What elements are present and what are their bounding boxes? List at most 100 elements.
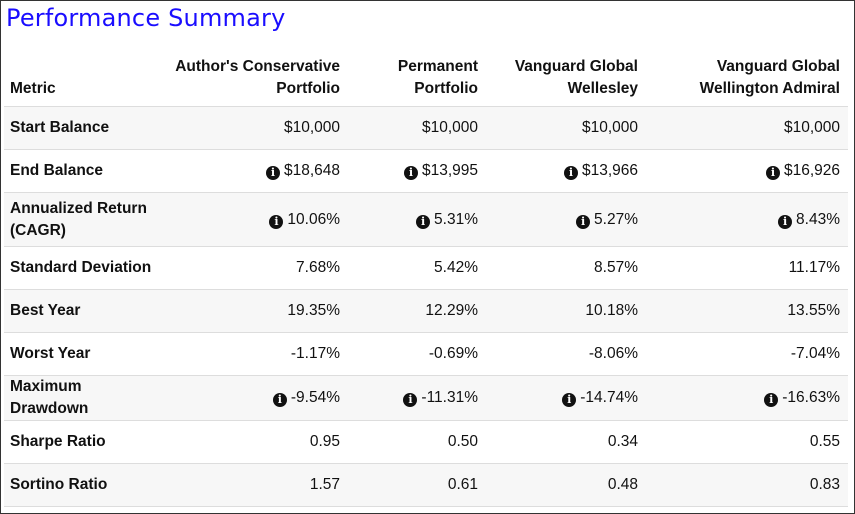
value-text: 5.42% bbox=[434, 259, 478, 276]
metric-value: 0.34 bbox=[486, 420, 646, 464]
metric-value: $10,000 bbox=[486, 106, 646, 150]
value-text: 0.48 bbox=[607, 476, 638, 493]
header-row: Metric Author's Conservative Portfolio P… bbox=[4, 50, 848, 107]
value-text: 11.17% bbox=[788, 259, 840, 276]
column-header-portfolio: Permanent Portfolio bbox=[348, 50, 486, 107]
metric-value: -1.17% bbox=[168, 332, 348, 376]
info-icon[interactable]: i bbox=[416, 214, 431, 229]
table-row: Sortino Ratio 1.57 0.61 0.48 0.83 bbox=[4, 463, 848, 507]
metric-value: i -16.63% bbox=[646, 375, 848, 421]
table-row: Sharpe Ratio 0.95 0.50 0.34 0.55 bbox=[4, 420, 848, 464]
metric-value: 0.55 bbox=[646, 420, 848, 464]
info-icon[interactable]: i bbox=[272, 393, 287, 407]
metric-value: i -9.54% bbox=[168, 375, 348, 421]
value-text: 0.55 bbox=[809, 433, 840, 450]
value-text: 5.27% bbox=[594, 210, 638, 228]
value-text: 0.50 bbox=[447, 433, 478, 450]
metric-value: 19.35% bbox=[168, 289, 348, 333]
value-text: 8.57% bbox=[594, 259, 638, 276]
value-text: 1.57 bbox=[309, 476, 340, 493]
value-text: $10,000 bbox=[283, 119, 340, 136]
metric-value: 11.17% bbox=[646, 246, 848, 290]
metric-value: 0.95 bbox=[168, 420, 348, 464]
value-text: 13.55% bbox=[787, 302, 840, 319]
table-row: Maximum Drawdown i -9.54% i -11.31% i -14.74% i… bbox=[4, 375, 848, 421]
column-header-portfolio: Vanguard Global Wellington Admiral bbox=[646, 50, 848, 107]
value-text: $13,966 bbox=[581, 162, 638, 179]
table-row: Best Year 19.35% 12.29% 10.18% 13.55% bbox=[4, 289, 848, 333]
value-text: 0.83 bbox=[809, 476, 840, 493]
value-text: 10.06% bbox=[287, 210, 340, 228]
metric-value: 13.55% bbox=[646, 289, 848, 333]
metric-value: 8.57% bbox=[486, 246, 646, 290]
table-row: Standard Deviation 7.68% 5.42% 8.57% 11.17% bbox=[4, 246, 848, 290]
value-text: 8.43% bbox=[796, 210, 840, 228]
value-text: $10,000 bbox=[581, 119, 638, 136]
metric-value: i 10.06% bbox=[168, 192, 348, 247]
value-text: -14.74% bbox=[580, 389, 638, 406]
metric-value: 0.50 bbox=[348, 420, 486, 464]
info-icon[interactable]: i bbox=[403, 393, 418, 407]
info-icon[interactable]: i bbox=[576, 214, 591, 229]
metric-label: Annualized Return (CAGR) bbox=[4, 192, 168, 247]
value-text: 0.34 bbox=[607, 433, 638, 450]
value-text: $10,000 bbox=[421, 119, 478, 136]
metric-value: 12.29% bbox=[348, 289, 486, 333]
column-header-portfolio: Vanguard Global Wellesley bbox=[486, 50, 646, 107]
metric-value: i -14.74% bbox=[486, 375, 646, 421]
metric-value: -7.04% bbox=[646, 332, 848, 376]
metric-label: Worst Year bbox=[4, 332, 168, 376]
table-row: Annualized Return (CAGR) i 10.06% i 5.31% i 5.… bbox=[4, 192, 848, 247]
value-text: 10.18% bbox=[585, 302, 638, 319]
metric-value: i 8.43% bbox=[646, 192, 848, 247]
metric-label: End Balance bbox=[4, 149, 168, 193]
value-text: $13,995 bbox=[421, 162, 478, 179]
metric-value: $10,000 bbox=[168, 106, 348, 150]
value-text: $18,648 bbox=[283, 162, 340, 179]
value-text: -1.17% bbox=[290, 345, 340, 362]
info-icon[interactable]: i bbox=[403, 166, 418, 180]
metric-value: -0.69% bbox=[348, 332, 486, 376]
metric-value: 5.42% bbox=[348, 246, 486, 290]
metric-value: i 5.31% bbox=[348, 192, 486, 247]
info-icon[interactable]: i bbox=[764, 393, 779, 407]
value-text: -16.63% bbox=[782, 389, 840, 406]
metric-label: Sortino Ratio bbox=[4, 463, 168, 507]
metric-value: i $18,648 bbox=[168, 149, 348, 193]
metric-value: $10,000 bbox=[646, 106, 848, 150]
metric-value: i 5.27% bbox=[486, 192, 646, 247]
info-icon[interactable]: i bbox=[563, 166, 578, 180]
metric-value: i $13,995 bbox=[348, 149, 486, 193]
column-header-portfolio: Author's Conservative Portfolio bbox=[168, 50, 348, 107]
info-icon[interactable]: i bbox=[265, 166, 280, 180]
value-text: -9.54% bbox=[290, 389, 340, 406]
metric-value: 7.68% bbox=[168, 246, 348, 290]
table-row: End Balance i $18,648 i $13,995 i $13,966 i $16,… bbox=[4, 149, 848, 193]
info-icon[interactable]: i bbox=[269, 214, 284, 229]
metric-value: i -11.31% bbox=[348, 375, 486, 421]
table-row: Worst Year -1.17% -0.69% -8.06% -7.04% bbox=[4, 332, 848, 376]
value-text: $16,926 bbox=[783, 162, 840, 179]
value-text: -11.31% bbox=[421, 389, 478, 406]
metric-value: 0.48 bbox=[486, 463, 646, 507]
info-icon[interactable]: i bbox=[765, 166, 780, 180]
metric-value: i $13,966 bbox=[486, 149, 646, 193]
value-text: -8.06% bbox=[588, 345, 638, 362]
info-icon[interactable]: i bbox=[778, 214, 793, 229]
metric-label: Standard Deviation bbox=[4, 246, 168, 290]
metric-value: 10.18% bbox=[486, 289, 646, 333]
value-text: 0.95 bbox=[309, 433, 340, 450]
metric-label: Start Balance bbox=[4, 106, 168, 150]
value-text: -7.04% bbox=[790, 345, 840, 362]
metric-value: -8.06% bbox=[486, 332, 646, 376]
performance-summary-table: Metric Author's Conservative Portfolio P… bbox=[4, 50, 848, 507]
info-icon[interactable]: i bbox=[562, 393, 577, 407]
value-text: 7.68% bbox=[296, 259, 340, 276]
value-text: 0.61 bbox=[447, 476, 478, 493]
value-text: -0.69% bbox=[428, 345, 478, 362]
metric-label: Maximum Drawdown bbox=[4, 375, 168, 421]
table-row: Start Balance $10,000 $10,000 $10,000 $10,00… bbox=[4, 106, 848, 150]
value-text: $10,000 bbox=[783, 119, 840, 136]
value-text: 19.35% bbox=[287, 302, 340, 319]
metric-value: i $16,926 bbox=[646, 149, 848, 193]
